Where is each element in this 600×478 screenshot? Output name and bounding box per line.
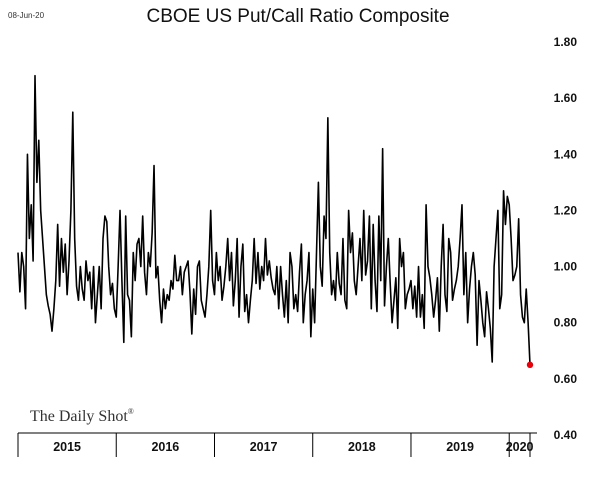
- x-tick-label: 2015: [53, 440, 81, 454]
- y-axis-tick-labels: 0.40 0.60 0.80 1.00 1.20 1.40 1.60 1.80: [554, 35, 578, 442]
- y-tick-label: 0.80: [554, 316, 578, 330]
- x-tick-label: 2017: [250, 440, 278, 454]
- brand-registered-mark: ®: [128, 407, 134, 416]
- y-tick-label: 1.60: [554, 91, 578, 105]
- brand-name: The Daily Shot: [30, 408, 128, 425]
- x-tick-label: 2020: [506, 440, 534, 454]
- x-axis: 2015 2016 2017 2018 2019 2020: [17, 433, 534, 457]
- y-tick-label: 1.20: [554, 203, 578, 217]
- plot-area: [17, 74, 534, 369]
- x-tick-label: 2016: [151, 440, 179, 454]
- date-stamp: 08-Jun-20: [8, 11, 45, 20]
- y-tick-label: 1.00: [554, 260, 578, 274]
- y-tick-label: 0.60: [554, 372, 578, 386]
- series-line-put-call-ratio: [17, 74, 531, 365]
- last-value-marker: [526, 361, 534, 369]
- chart-title: CBOE US Put/Call Ratio Composite: [146, 6, 449, 27]
- x-tick-label: 2019: [446, 440, 474, 454]
- y-tick-label: 1.40: [554, 147, 578, 161]
- x-tick-label: 2018: [348, 440, 376, 454]
- y-tick-label: 0.40: [554, 428, 578, 442]
- y-tick-label: 1.80: [554, 35, 578, 49]
- brand-logo: The Daily Shot®: [30, 407, 134, 425]
